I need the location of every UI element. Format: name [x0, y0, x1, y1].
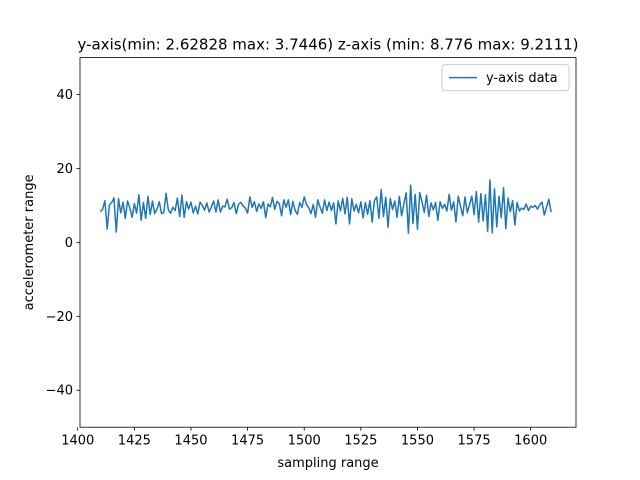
series-line-y-axis-data: [99, 179, 552, 234]
chart-title: y-axis(min: 2.62828 max: 3.7446) z-axis …: [77, 36, 578, 54]
x-tick-label: 1500: [288, 434, 321, 449]
x-tick-label: 1600: [514, 434, 547, 449]
x-tick-label: 1400: [61, 434, 94, 449]
y-tick-label: 40: [56, 88, 73, 103]
y-tick-label: −40: [46, 384, 73, 399]
y-axis-label: accelerometer range: [22, 174, 37, 310]
x-tick-label: 1550: [401, 434, 434, 449]
x-axis-label: sampling range: [277, 456, 378, 471]
plot-frame: [80, 57, 576, 428]
y-tick-label: 0: [65, 236, 73, 251]
x-tick-label: 1450: [174, 434, 207, 449]
legend: y-axis data: [441, 64, 570, 92]
x-tick-label: 1425: [118, 434, 151, 449]
y-axis-ticks: −40 −20 0 20 40: [46, 88, 80, 399]
x-tick-label: 1575: [458, 434, 491, 449]
legend-label: y-axis data: [486, 71, 558, 86]
plot-area: [79, 57, 577, 428]
y-tick-label: 20: [56, 162, 73, 177]
x-axis-ticks: 1400 1425 1450 1475 1500 1525 1550 1575 1600: [61, 427, 547, 449]
x-tick-label: 1525: [344, 434, 377, 449]
legend-box: [441, 64, 570, 92]
x-tick-label: 1475: [231, 434, 264, 449]
y-tick-label: −20: [46, 310, 73, 325]
